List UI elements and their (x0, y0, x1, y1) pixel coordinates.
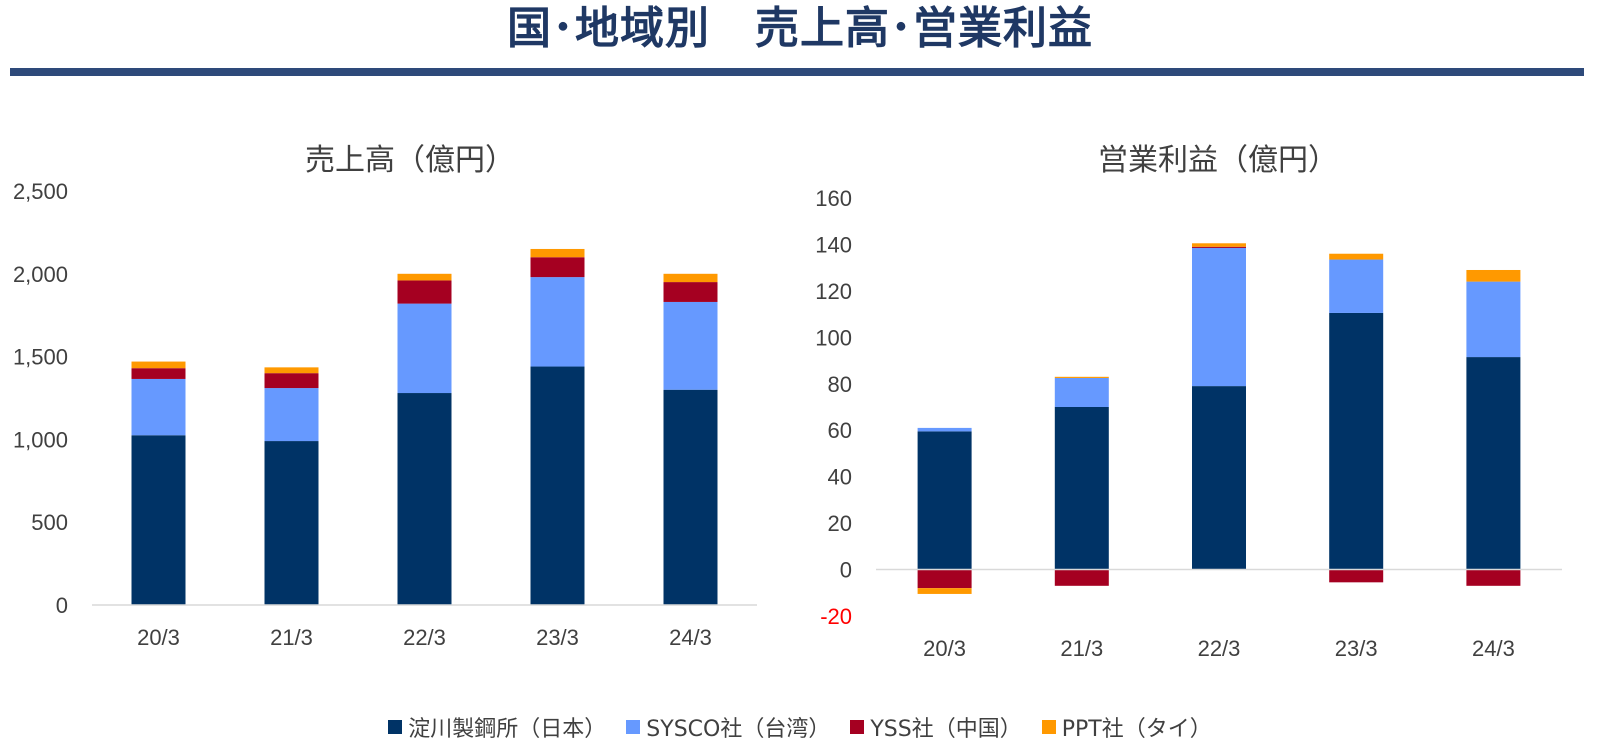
bar-segment-taiwan (1192, 247, 1246, 387)
bar-segment-thailand (917, 588, 972, 594)
bar-segment-japan (1329, 312, 1384, 570)
y-tick-label: 20 (828, 511, 852, 536)
bar-segment-taiwan (264, 388, 319, 442)
legend-swatch (626, 720, 641, 734)
bar-segment-taiwan (1466, 281, 1521, 358)
x-tick-label: 20/3 (923, 636, 966, 661)
bar-segment-thailand (530, 248, 585, 258)
legend-item-thailand: PPT社（タイ） (1041, 711, 1212, 743)
legend-label: PPT社（タイ） (1061, 717, 1212, 742)
y-tick-label: -20 (820, 604, 852, 629)
legend-label: 淀川製鋼所（日本） (408, 717, 607, 742)
bar-segment-taiwan (663, 301, 718, 390)
chart-sales: 売上高（億円） 0 500 1,000 1,500 2,000 2,500 20/3 21/3 2… (13, 143, 757, 650)
bar-segment-thailand (1054, 376, 1109, 378)
bar-segment-japan (530, 366, 585, 605)
x-tick-label: 22/3 (1198, 636, 1241, 661)
bar-segment-china (131, 368, 186, 379)
y-tick-label: 1,000 (13, 427, 68, 452)
bar-segment-taiwan (917, 427, 972, 432)
y-tick-label: 120 (815, 279, 852, 304)
bar-segment-japan (397, 393, 452, 605)
bar-segment-japan (131, 435, 186, 605)
title-rule (10, 68, 1584, 76)
x-tick-label: 21/3 (270, 625, 313, 650)
legend-swatch (1041, 720, 1056, 734)
legend-label: SYSCO社（台湾） (646, 717, 831, 742)
y-tick-label: 500 (31, 510, 68, 535)
chart-legend: 淀川製鋼所（日本） SYSCO社（台湾） YSS社（中国） PPT社（タイ） (0, 712, 1600, 742)
page-title: 国･地域別 売上高･営業利益 (507, 3, 1093, 54)
bar-segment-taiwan (1054, 377, 1109, 407)
x-tick-label: 24/3 (669, 625, 712, 650)
x-tick-label: 22/3 (403, 625, 446, 650)
chart-title: 売上高（億円） (305, 143, 515, 178)
x-tick-label: 21/3 (1060, 636, 1103, 661)
chart-title: 営業利益（億円） (1098, 143, 1338, 178)
bar-segment-thailand (663, 273, 718, 283)
bar-segment-china (1192, 246, 1246, 248)
bar-segment-thailand (264, 367, 319, 374)
bar-segment-taiwan (131, 378, 186, 436)
legend-label: YSS社（中国） (870, 717, 1022, 742)
bar-segment-japan (1192, 386, 1246, 570)
y-tick-label: 1,500 (13, 345, 68, 370)
bar-segment-japan (663, 389, 718, 605)
x-tick-label: 23/3 (1335, 636, 1378, 661)
x-tick-label: 23/3 (536, 625, 579, 650)
bar-segment-japan (264, 441, 319, 605)
y-tick-label: 60 (828, 418, 852, 443)
y-tick-label: 160 (815, 186, 852, 211)
bar-segment-china (530, 257, 585, 278)
bar-segment-taiwan (1329, 259, 1384, 313)
y-tick-label: 40 (828, 465, 852, 490)
legend-item-china: YSS社（中国） (850, 711, 1022, 743)
bar-segment-taiwan (397, 303, 452, 394)
y-tick-label: 100 (815, 325, 852, 350)
chart-operating-profit: 営業利益（億円） -20 0 20 40 60 80 100 120 140 160 20/3 21/3… (815, 143, 1562, 661)
bar-segment-japan (1054, 407, 1109, 570)
bar-segment-china (917, 569, 972, 589)
bar-segment-japan (1466, 357, 1521, 570)
y-tick-label: 2,500 (13, 179, 68, 204)
legend-swatch (388, 720, 403, 734)
bar-segment-china (663, 282, 718, 302)
bar-segment-taiwan (530, 277, 585, 367)
y-tick-label: 140 (815, 232, 852, 257)
x-tick-label: 20/3 (137, 625, 180, 650)
legend-item-japan: 淀川製鋼所（日本） (388, 711, 606, 743)
legend-swatch (850, 720, 865, 734)
bar-segment-china (1329, 569, 1384, 583)
bar-segment-china (1054, 569, 1109, 586)
bar-segment-thailand (131, 361, 186, 369)
bar-segment-thailand (1466, 269, 1521, 282)
bar-segment-japan (917, 431, 972, 570)
bar-segment-china (397, 280, 452, 304)
bar-segment-thailand (1192, 243, 1246, 247)
y-tick-label: 0 (56, 593, 68, 618)
y-tick-label: 2,000 (13, 262, 68, 287)
bar-segment-china (1466, 569, 1521, 586)
y-tick-label: 0 (840, 558, 852, 583)
bar-segment-china (264, 373, 319, 389)
bar-segment-thailand (397, 273, 452, 281)
x-tick-label: 24/3 (1472, 636, 1515, 661)
y-tick-label: 80 (828, 372, 852, 397)
bar-segment-thailand (1329, 253, 1384, 260)
legend-item-taiwan: SYSCO社（台湾） (626, 711, 830, 743)
